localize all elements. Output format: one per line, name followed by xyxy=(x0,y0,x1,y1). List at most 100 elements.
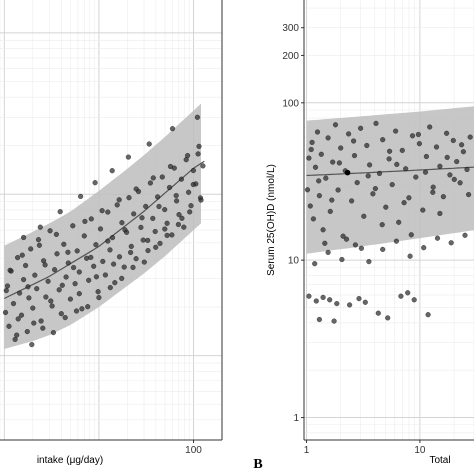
data-point xyxy=(307,203,313,209)
data-point xyxy=(93,242,99,248)
data-point xyxy=(14,332,20,338)
panel-b-ticks: 1 10 1 10 100 200 300 xyxy=(282,23,426,456)
data-point xyxy=(35,237,42,243)
data-point xyxy=(7,267,13,273)
data-point xyxy=(61,241,67,247)
data-point xyxy=(53,231,59,237)
data-point xyxy=(73,308,80,314)
data-point xyxy=(78,193,84,199)
data-point xyxy=(423,153,429,160)
data-point xyxy=(122,227,128,233)
data-point xyxy=(29,342,35,348)
data-point xyxy=(325,249,331,255)
data-point xyxy=(153,244,159,250)
data-point xyxy=(457,180,463,186)
data-point xyxy=(15,316,21,322)
data-point xyxy=(34,286,40,292)
data-point xyxy=(460,149,466,155)
data-point xyxy=(322,240,328,246)
data-point xyxy=(195,151,201,157)
data-point xyxy=(47,228,53,234)
data-point xyxy=(327,297,333,303)
data-point xyxy=(444,130,450,136)
data-point xyxy=(50,330,56,336)
data-point xyxy=(393,238,399,244)
data-point xyxy=(335,187,341,193)
data-point xyxy=(12,336,18,342)
data-point xyxy=(323,175,329,181)
y-tick-label: 200 xyxy=(282,51,299,62)
data-point xyxy=(332,122,339,128)
data-point xyxy=(133,186,139,192)
data-point xyxy=(95,289,101,295)
data-point xyxy=(444,154,450,160)
data-point xyxy=(185,153,191,159)
x-tick-label: 1 xyxy=(304,445,310,456)
data-point xyxy=(312,164,319,170)
data-point xyxy=(462,232,468,238)
data-point xyxy=(437,210,443,217)
data-point xyxy=(173,193,179,199)
data-point xyxy=(334,301,340,307)
data-point xyxy=(121,264,127,270)
data-point xyxy=(450,137,456,144)
data-point xyxy=(370,191,376,197)
data-point xyxy=(320,294,326,300)
data-point xyxy=(141,259,147,265)
data-point xyxy=(367,162,373,168)
data-point xyxy=(421,245,427,251)
data-point xyxy=(114,202,120,208)
data-point xyxy=(376,170,383,176)
data-point xyxy=(403,166,409,172)
data-point xyxy=(58,311,64,317)
data-point xyxy=(398,293,404,299)
y-tick-label: 1 xyxy=(293,413,299,424)
data-point xyxy=(313,298,319,304)
panel-a-ticks: 100 xyxy=(185,440,202,456)
data-point xyxy=(107,247,113,253)
data-point xyxy=(88,254,94,260)
highlight-data-point xyxy=(344,169,351,176)
panel-a-x-axis-title: intake (μg/day) xyxy=(37,455,103,466)
data-point xyxy=(140,237,146,243)
data-point xyxy=(422,169,429,175)
data-point xyxy=(112,280,118,286)
data-point xyxy=(24,329,30,335)
data-point xyxy=(387,148,393,154)
data-point xyxy=(31,320,37,326)
data-point xyxy=(306,155,312,161)
data-point xyxy=(198,197,204,203)
data-point xyxy=(454,159,460,165)
data-point xyxy=(466,192,472,198)
data-point xyxy=(440,194,446,200)
data-point xyxy=(42,262,48,268)
data-point xyxy=(21,277,27,283)
data-point xyxy=(4,283,11,289)
data-point xyxy=(49,303,55,309)
data-point xyxy=(105,209,111,215)
data-point xyxy=(133,256,139,262)
data-point xyxy=(119,220,125,226)
data-point xyxy=(187,209,193,215)
data-point xyxy=(343,236,350,242)
data-point xyxy=(57,209,63,215)
data-point xyxy=(316,316,322,323)
data-point xyxy=(59,282,65,288)
data-point xyxy=(164,232,170,238)
data-point xyxy=(128,249,134,256)
data-point xyxy=(310,216,316,222)
data-point xyxy=(346,131,352,137)
data-point xyxy=(102,272,108,278)
data-point xyxy=(352,242,358,248)
data-point xyxy=(318,151,324,157)
data-point xyxy=(130,264,136,270)
data-point xyxy=(364,142,370,149)
data-point xyxy=(425,312,431,318)
data-point xyxy=(37,224,43,230)
panel-a-data-layer xyxy=(2,103,206,349)
data-point xyxy=(157,240,163,246)
data-point xyxy=(150,215,156,221)
data-point xyxy=(194,114,200,120)
data-point xyxy=(176,212,182,218)
data-point xyxy=(119,275,125,281)
